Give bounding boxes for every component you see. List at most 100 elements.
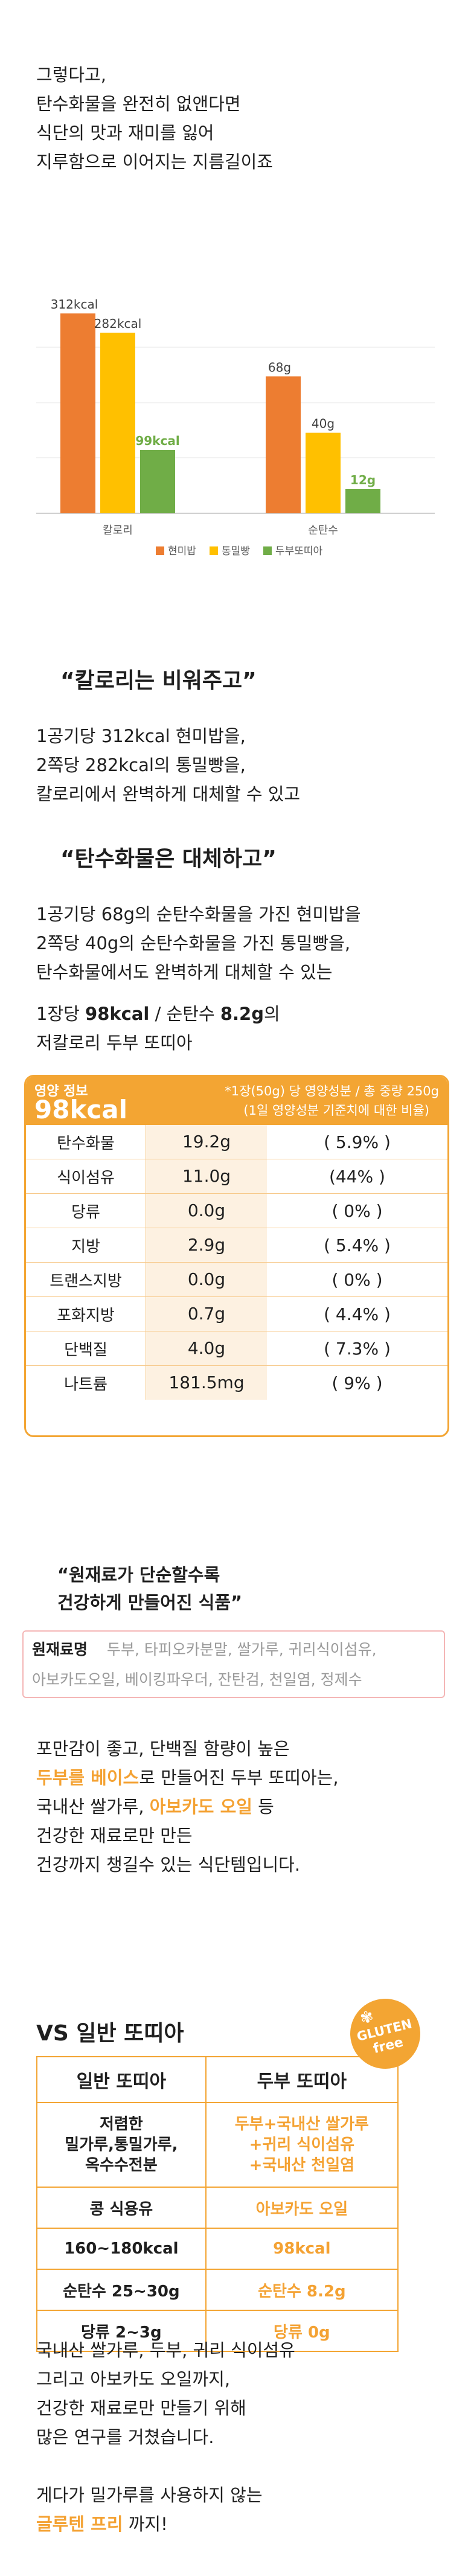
nutrient-name: 당류: [71, 1203, 100, 1222]
nutrient-name: 지방: [71, 1237, 100, 1256]
section-title-carbs: “탄수화물은 대체하고”: [60, 847, 277, 871]
outro-line: 그리고 아보카도 오일까지,: [36, 2369, 231, 2389]
bar: [306, 432, 341, 513]
nutrition-row: 식이섬유 11.0g (44% ): [26, 1159, 447, 1194]
legend-swatch: [156, 546, 164, 555]
legend-label: 통밀빵: [222, 545, 250, 557]
vs-comparison-table: 일반 또띠아 두부 또띠아 저렴한 밀가루,통밀가루, 옥수수전분 두부+국내산…: [36, 2056, 399, 2352]
data-label: 282kcal: [94, 316, 142, 331]
outro-highlight: 글루텐 프리: [36, 2514, 123, 2534]
nutrition-rows: 탄수화물 19.2g ( 5.9% ) 식이섬유 11.0g (44% ) 당류 0.0g ( …: [26, 1125, 447, 1400]
ingredients-box: 원재료명 두부, 타피오카분말, 쌀가루, 귀리식이섬유, 아보카도오일, 베이…: [22, 1630, 445, 1698]
legend-swatch: [263, 546, 272, 555]
spacer: [36, 2452, 295, 2481]
legend-label: 현미밥: [168, 545, 196, 557]
nutrient-amount: 19.2g: [146, 1125, 267, 1159]
section-text-calories: 1공기당 312kcal 현미밥을, 2쪽당 282kcal의 통밀빵을, 칼로…: [36, 722, 300, 809]
nutrition-label: 영양 정보: [34, 1084, 88, 1099]
desc-line: 건강까지 챙길수 있는 식단템입니다.: [36, 1854, 301, 1875]
nutrient-name: 포화지방: [57, 1306, 115, 1325]
nutrition-row: 당류 0.0g ( 0% ): [26, 1194, 447, 1228]
category-label: 순탄수: [308, 524, 338, 537]
summary-carb: 8.2g: [220, 1004, 264, 1024]
description: 포만감이 좋고, 단백질 함량이 높은 두부를 베이스로 만들어진 두부 또띠아…: [36, 1734, 339, 1879]
intro-line: 탄수화물을 완전히 없앤다면: [36, 94, 241, 114]
nutrition-row: 트랜스지방 0.0g ( 0% ): [26, 1263, 447, 1297]
vs-left-cell: 160~180kcal: [36, 2228, 207, 2270]
data-label: 12g: [350, 473, 376, 487]
nutrition-row: 나트륨 181.5mg ( 9% ): [26, 1366, 447, 1400]
quote-line: 건강하게 만들어진 식품”: [57, 1592, 243, 1613]
nutrient-name: 탄수화물: [57, 1134, 115, 1153]
summary-post: 의: [263, 1004, 280, 1024]
data-label: 312kcal: [51, 297, 98, 312]
text-line: 2쪽당 40g의 순탄수화물을 가진 통밀빵을,: [36, 933, 351, 953]
nutrient-name: 나트륨: [64, 1375, 107, 1394]
intro-line: 식단의 맛과 재미를 잃어: [36, 123, 214, 143]
vs-col-regular: 일반 또띠아: [36, 2056, 207, 2103]
text-line: 1공기당 312kcal 현미밥을,: [36, 726, 246, 746]
nutrition-row: 포화지방 0.7g ( 4.4% ): [26, 1297, 447, 1331]
ingredients-line2: 아보카도오일, 베이킹파우더, 잔탄검, 천일염, 정제수: [32, 1671, 362, 1688]
desc-highlight-avocado: 아보카도 오일: [149, 1796, 252, 1817]
nutrient-percent: ( 4.4% ): [324, 1304, 391, 1324]
nutrient-amount: 181.5mg: [146, 1366, 267, 1400]
nutrient-name: 식이섬유: [57, 1168, 115, 1187]
vs-right-cell: 두부+국내산 쌀가루 +귀리 식이섬유 +국내산 천일염: [205, 2102, 399, 2188]
desc-line3-post: 등: [252, 1796, 274, 1817]
vs-row: 순탄수 25~30g 순탄수 8.2g: [36, 2269, 399, 2311]
intro-text: 그렇다고, 탄수화물을 완전히 없앤다면 식단의 맛과 재미를 잃어 지루함으로…: [36, 60, 273, 176]
section-text-carbs: 1공기당 68g의 순탄수화물을 가진 현미밥을 2쪽당 40g의 순탄수화물을…: [36, 900, 361, 987]
intro-line: 지루함으로 이어지는 지름길이죠: [36, 152, 273, 172]
vs-row: 저렴한 밀가루,통밀가루, 옥수수전분 두부+국내산 쌀가루 +귀리 식이섬유 …: [36, 2102, 399, 2188]
outro-text: 국내산 쌀가루, 두부, 귀리 식이섬유 그리고 아보카도 오일까지, 건강한 …: [36, 2336, 295, 2539]
intro-line: 그렇다고,: [36, 65, 106, 85]
outro-line: 건강한 재료로만 만들기 위해: [36, 2398, 246, 2418]
nutrition-facts-table: 영양 정보 98kcal *1장(50g) 당 영양성분 / 총 중량 250g…: [24, 1075, 449, 1437]
desc-line: 두부를 베이스로 만들어진 두부 또띠아는,: [36, 1763, 339, 1792]
vs-right-cell: 당류 0g: [205, 2310, 399, 2352]
section-title-calories: “칼로리는 비워주고”: [60, 668, 257, 693]
ingredients-line1: 두부, 타피오카분말, 쌀가루, 귀리식이섬유,: [107, 1641, 377, 1658]
bar: [345, 489, 380, 513]
nutrient-amount: 0.0g: [146, 1194, 267, 1228]
outro-post: 까지!: [123, 2514, 168, 2534]
bar: [100, 332, 135, 513]
nutrient-percent: (44% ): [329, 1166, 385, 1187]
nutrition-serving: *1장(50g) 당 영양성분 / 총 중량 250g: [225, 1084, 439, 1098]
nutrition-note: (1일 영양성분 기준치에 대한 비율): [243, 1103, 429, 1118]
data-label: 68g: [268, 360, 291, 374]
outro-line: 국내산 쌀가루, 두부, 귀리 식이섬유: [36, 2340, 295, 2360]
vs-right-cell: 98kcal: [205, 2228, 399, 2270]
nutrient-amount: 0.0g: [146, 1263, 267, 1296]
vs-row: 콩 식용유 아보카도 오일: [36, 2187, 399, 2229]
nutrition-kcal: 98kcal: [34, 1095, 128, 1124]
bar: [266, 376, 301, 513]
nutrition-row: 단백질 4.0g ( 7.3% ): [26, 1331, 447, 1366]
vs-left-cell: 저렴한 밀가루,통밀가루, 옥수수전분: [36, 2102, 207, 2188]
bar: [140, 450, 175, 513]
text-line: 2쪽당 282kcal의 통밀빵을,: [36, 755, 246, 775]
vs-left-cell: 순탄수 25~30g: [36, 2269, 207, 2311]
nutrient-name: 트랜스지방: [50, 1272, 122, 1290]
nutrition-header: 영양 정보 98kcal *1장(50g) 당 영양성분 / 총 중량 250g…: [26, 1077, 447, 1125]
vs-row: 당류 2~3g 당류 0g: [36, 2310, 399, 2352]
ingredients-label: 원재료명: [32, 1641, 88, 1658]
desc-line3-pre: 국내산 쌀가루,: [36, 1796, 150, 1817]
vs-left-cell: 당류 2~3g: [36, 2310, 207, 2352]
desc-line: 건강한 재료로만 만든: [36, 1825, 193, 1846]
vs-left-cell: 콩 식용유: [36, 2187, 207, 2229]
legend-swatch: [210, 546, 218, 555]
vs-title: VS 일반 또띠아: [36, 2021, 184, 2046]
bar: [60, 313, 95, 513]
summary-line2: 저칼로리 두부 또띠아: [36, 1033, 193, 1053]
legend-label: 두부또띠아: [275, 545, 323, 557]
nutrient-percent: ( 5.4% ): [324, 1235, 391, 1255]
nutrition-row: 지방 2.9g ( 5.4% ): [26, 1228, 447, 1263]
category-label: 칼로리: [103, 524, 133, 537]
nutrient-percent: ( 7.3% ): [324, 1338, 391, 1359]
nutrient-amount: 11.0g: [146, 1159, 267, 1193]
summary-mid: / 순탄수: [149, 1004, 220, 1024]
vs-header-row: 일반 또띠아 두부 또띠아: [36, 2056, 399, 2103]
